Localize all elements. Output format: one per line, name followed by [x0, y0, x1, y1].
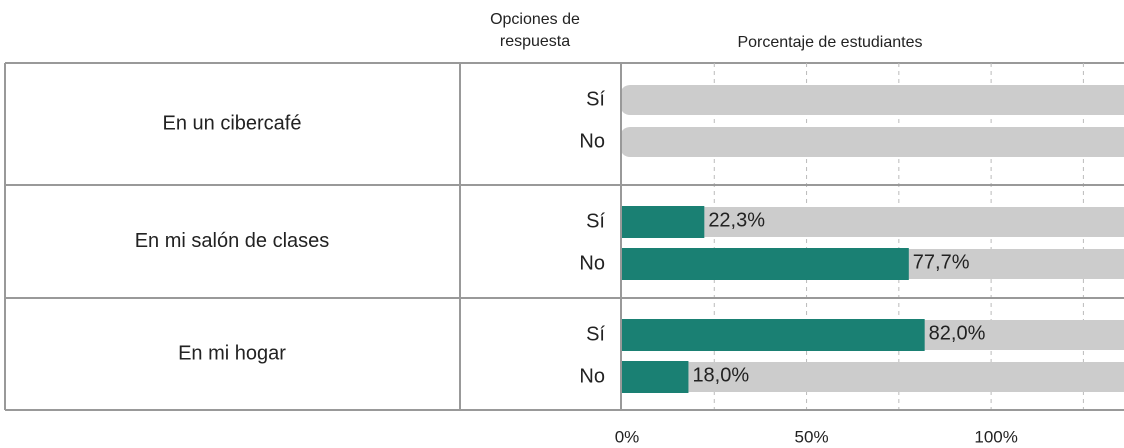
value-label: 22,3% [708, 209, 765, 231]
bar [622, 248, 909, 280]
option-label: Sí [586, 210, 605, 232]
bar [622, 361, 689, 393]
value-label: 77,7% [913, 251, 970, 273]
option-label: Sí [586, 88, 605, 110]
bar-track [620, 85, 1124, 115]
option-label: No [579, 130, 605, 152]
category-label: En un cibercafé [163, 112, 302, 134]
bar-track [620, 207, 1124, 237]
category-label: En mi salón de clases [135, 230, 330, 252]
bar [622, 319, 925, 351]
option-label: No [579, 252, 605, 274]
bar [622, 206, 705, 238]
bar-track [620, 362, 1124, 392]
x-tick-label: 0% [615, 427, 640, 446]
option-label: No [579, 365, 605, 387]
category-label: En mi hogar [178, 342, 286, 364]
value-label: 18,0% [692, 364, 749, 386]
row-header: Opciones de respuesta [490, 11, 580, 50]
value-label: 82,0% [929, 322, 986, 344]
option-label: Sí [586, 323, 605, 345]
axis-title: Porcentaje de estudiantes [737, 34, 922, 51]
bar-track [620, 127, 1124, 157]
x-tick-label: 50% [795, 427, 829, 446]
x-tick-label: 100% [974, 427, 1017, 446]
